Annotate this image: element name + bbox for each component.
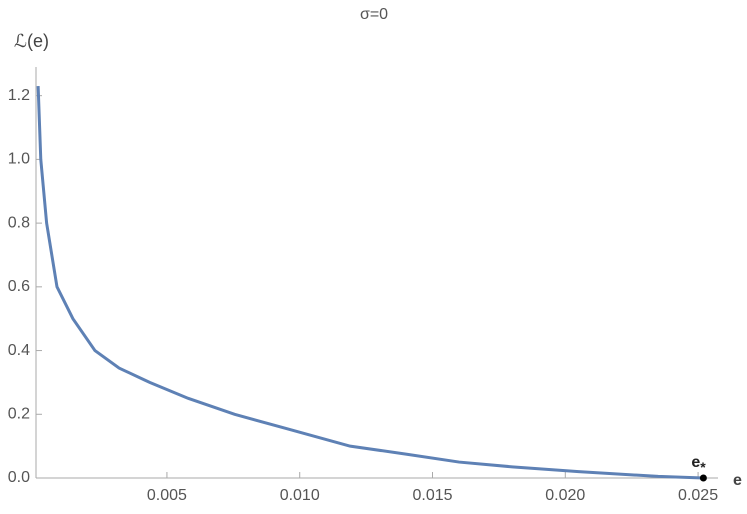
x-tick-label: 0.005 [147,487,187,504]
y-axis-label: ℒ(e) [14,31,49,51]
x-tick-label: 0.025 [678,487,718,504]
y-tick-label: 1.0 [8,151,30,168]
y-tick-label: 0.6 [8,278,30,295]
x-tick-label: 0.015 [412,487,452,504]
x-axis-label: e [733,472,742,489]
point-marker [699,474,707,482]
chart-title: σ=0 [360,6,388,23]
y-tick-label: 0.2 [8,405,30,422]
data-line [36,86,704,480]
y-tick-label: 1.2 [8,87,30,104]
y-tick-label: 0.0 [8,469,30,486]
point-label: e* [691,454,706,474]
y-tick-label: 0.8 [8,214,30,231]
x-tick-label: 0.020 [545,487,585,504]
point-label-main: e [691,454,700,471]
x-tick-label: 0.010 [280,487,320,504]
y-tick-label: 0.4 [8,342,30,359]
point-label-sub: * [700,459,706,475]
